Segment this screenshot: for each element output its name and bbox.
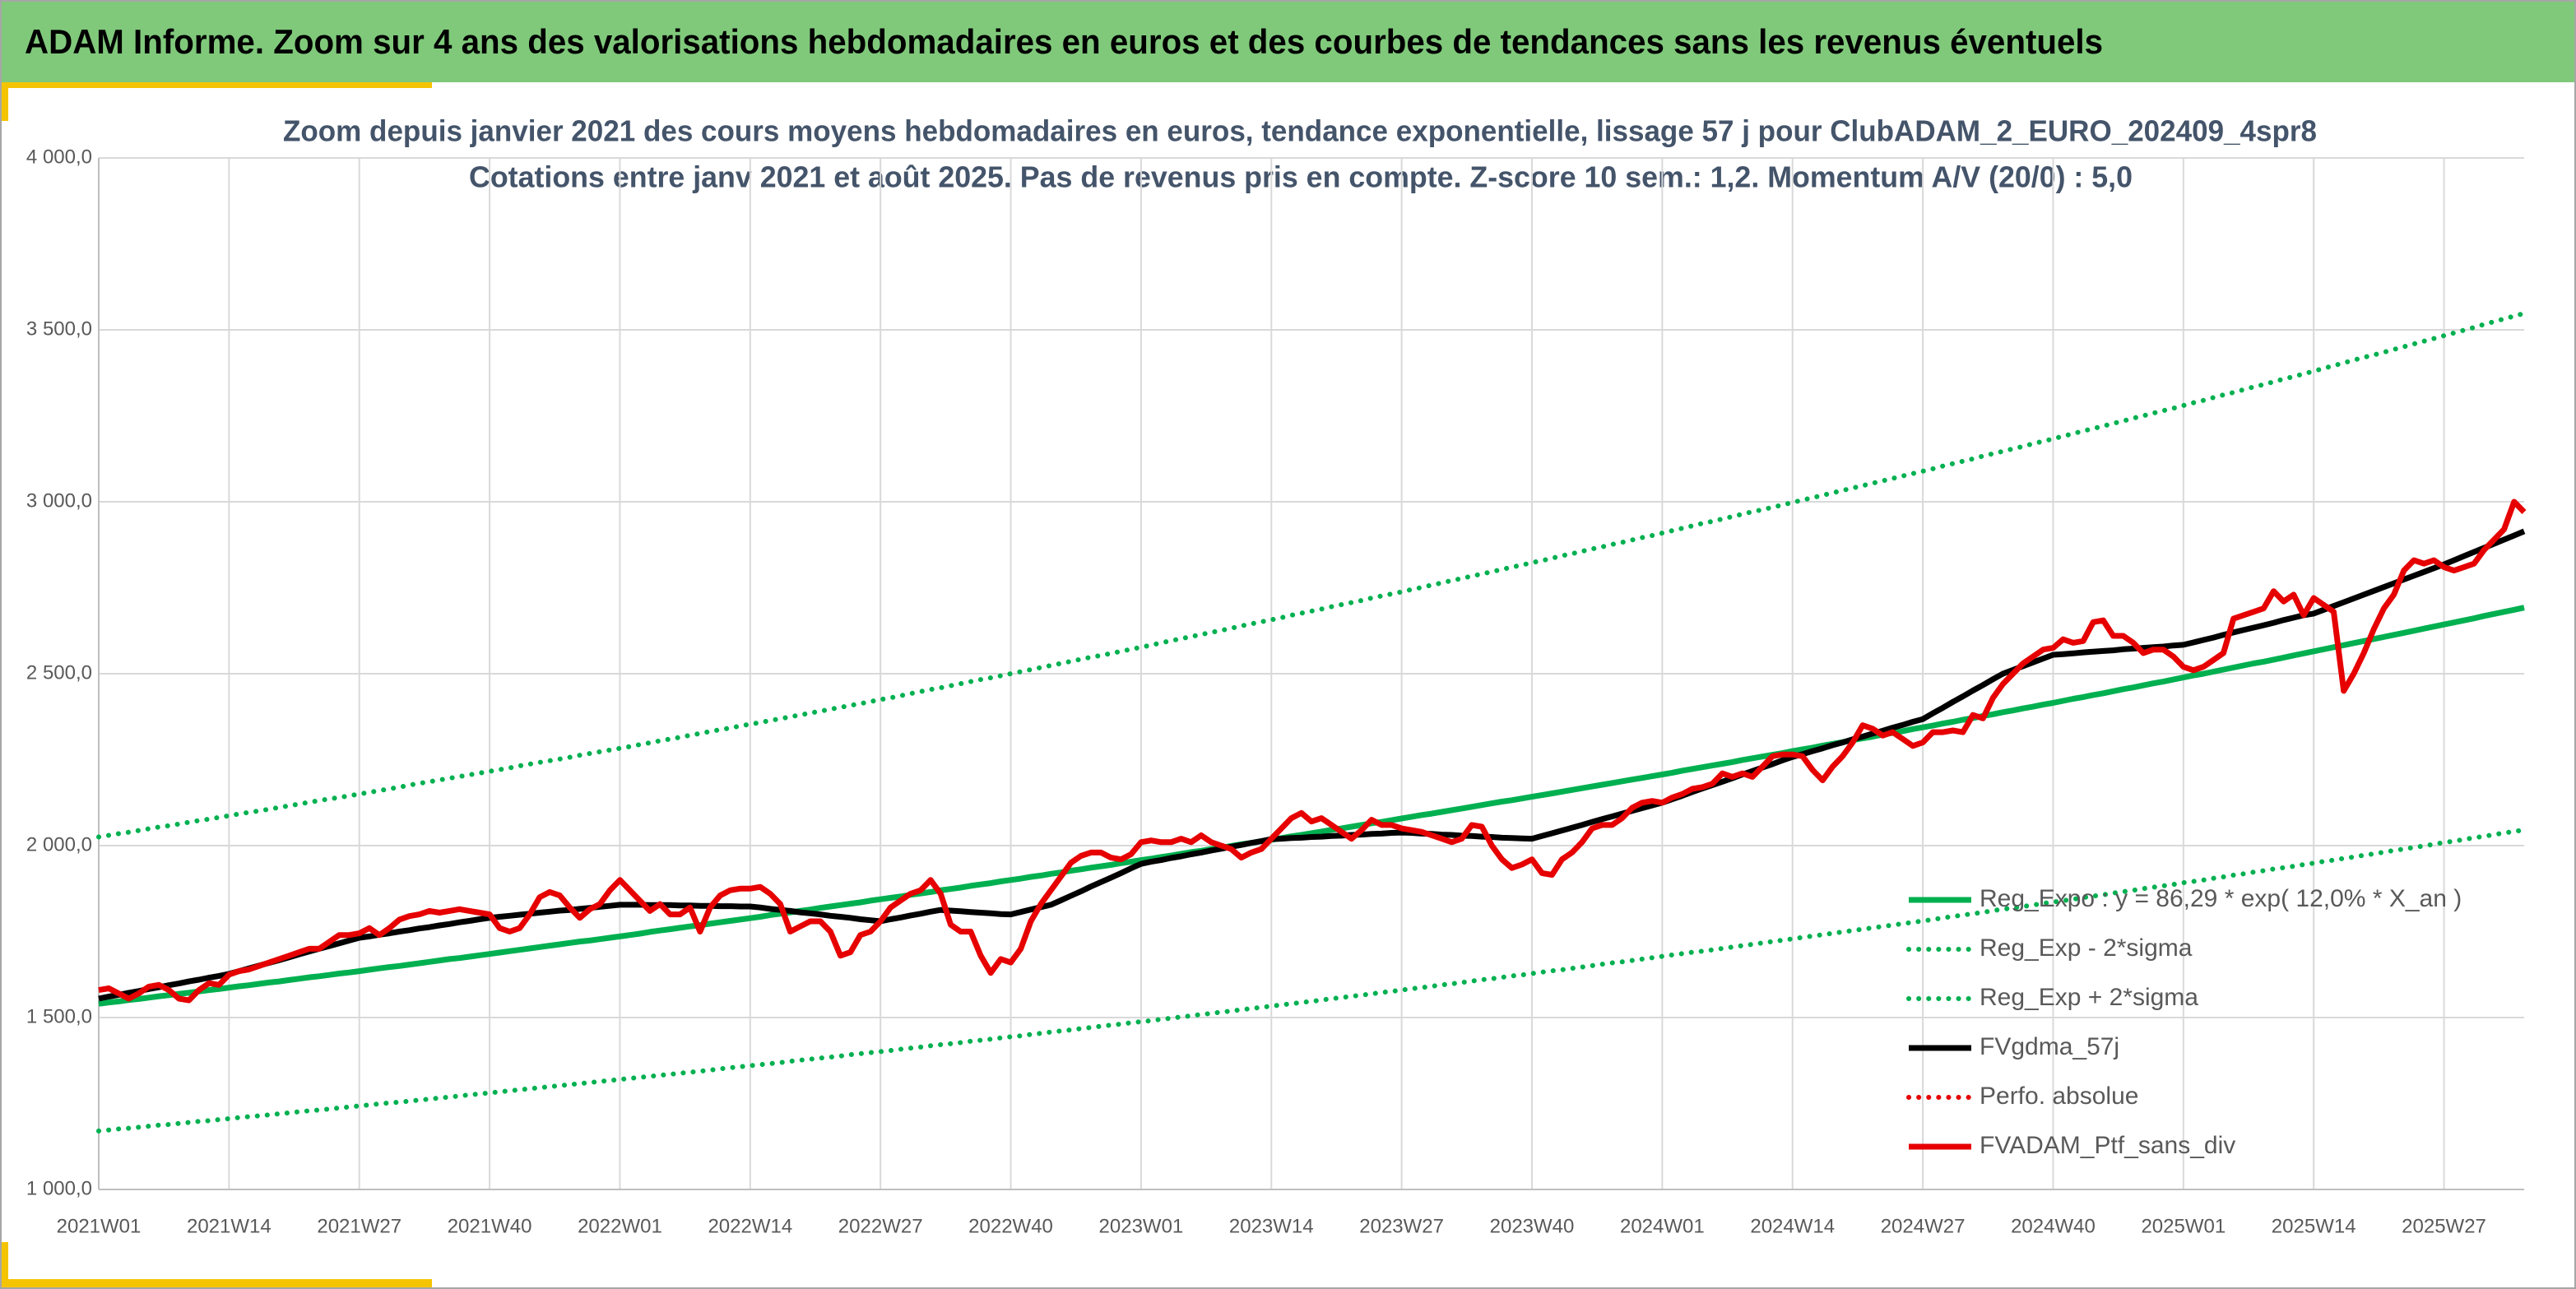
x-tick-label: 2024W40 — [2011, 1215, 2096, 1237]
x-tick-label: 2021W40 — [448, 1215, 532, 1237]
chart-subtitle: Zoom depuis janvier 2021 des cours moyen… — [283, 114, 2317, 148]
x-tick-label: 2024W01 — [1620, 1215, 1705, 1237]
page-title: ADAM Informe. Zoom sur 4 ans des valoris… — [25, 22, 2103, 61]
x-tick-label: 2021W27 — [317, 1215, 401, 1237]
x-tick-label: 2024W27 — [1881, 1215, 1966, 1237]
x-tick-label: 2021W01 — [57, 1215, 142, 1237]
x-tick-label: 2021W14 — [187, 1215, 272, 1237]
x-tick-label: 2023W27 — [1359, 1215, 1444, 1237]
legend-label: Reg_Expo : y = 86,29 * exp( 12,0% * X_an… — [1980, 885, 2462, 912]
y-tick-label: 2 000,0 — [26, 833, 92, 855]
header-bar — [0, 0, 2576, 82]
x-tick-label: 2025W01 — [2141, 1215, 2226, 1237]
legend-label: Reg_Exp - 2*sigma — [1980, 934, 2193, 962]
y-tick-label: 2 500,0 — [26, 661, 92, 684]
series-line — [96, 310, 2527, 840]
legend-label: FVgdma_57j — [1980, 1033, 2119, 1060]
series-line — [98, 528, 2526, 1002]
series-line — [96, 827, 2527, 1134]
accent — [0, 82, 432, 88]
x-tick-label: 2024W14 — [1750, 1215, 1835, 1237]
legend-label: Reg_Exp + 2*sigma — [1980, 984, 2198, 1011]
legend-label: FVADAM_Ptf_sans_div — [1980, 1132, 2235, 1159]
accent — [0, 88, 8, 121]
x-tick-label: 2023W14 — [1229, 1215, 1314, 1237]
series-line — [98, 605, 2525, 1007]
x-tick-label: 2025W14 — [2272, 1215, 2356, 1237]
series-line — [98, 498, 2527, 1004]
x-tick-label: 2023W01 — [1099, 1215, 1184, 1237]
chart-subtitle: Cotations entre janv 2021 et août 2025. … — [469, 160, 2133, 194]
x-tick-label: 2022W01 — [578, 1215, 662, 1237]
legend-label: Perfo. absolue — [1980, 1083, 2138, 1110]
x-tick-label: 2023W40 — [1490, 1215, 1575, 1237]
y-tick-label: 1 000,0 — [26, 1177, 92, 1199]
x-tick-label: 2022W40 — [968, 1215, 1053, 1237]
x-tick-label: 2022W27 — [838, 1215, 923, 1237]
x-tick-label: 2022W14 — [708, 1215, 792, 1237]
y-tick-label: 3 500,0 — [26, 318, 92, 340]
y-tick-label: 1 500,0 — [26, 1005, 92, 1027]
accent — [0, 1242, 8, 1279]
x-tick-label: 2025W27 — [2402, 1215, 2486, 1237]
y-tick-label: 4 000,0 — [26, 146, 92, 168]
y-tick-label: 3 000,0 — [26, 489, 92, 512]
accent — [0, 1279, 432, 1289]
